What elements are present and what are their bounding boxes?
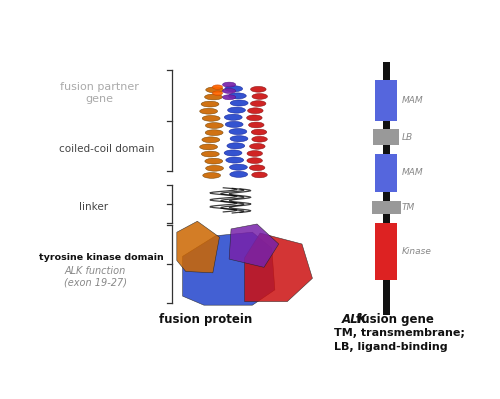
Ellipse shape xyxy=(224,150,242,156)
Bar xyxy=(382,192,390,200)
Text: fusion gene: fusion gene xyxy=(352,313,434,326)
Ellipse shape xyxy=(250,101,266,107)
Ellipse shape xyxy=(250,144,265,149)
Ellipse shape xyxy=(229,128,247,134)
Bar xyxy=(382,214,390,222)
Text: coiled-coil domain: coiled-coil domain xyxy=(60,144,155,154)
Bar xyxy=(382,61,390,315)
Ellipse shape xyxy=(225,121,243,127)
Ellipse shape xyxy=(224,114,242,120)
Bar xyxy=(382,299,390,315)
Ellipse shape xyxy=(247,150,262,156)
Text: ALK function
(exon 19-27): ALK function (exon 19-27) xyxy=(64,266,127,288)
Bar xyxy=(382,61,390,79)
Polygon shape xyxy=(177,221,220,273)
Text: TM, transmembrane;: TM, transmembrane; xyxy=(334,328,464,338)
Polygon shape xyxy=(229,224,278,267)
Text: MAM: MAM xyxy=(402,168,423,178)
Ellipse shape xyxy=(222,95,235,100)
Ellipse shape xyxy=(206,122,223,128)
Text: linker: linker xyxy=(79,202,108,212)
Ellipse shape xyxy=(212,85,222,89)
Ellipse shape xyxy=(206,87,224,93)
Ellipse shape xyxy=(246,115,262,121)
Ellipse shape xyxy=(230,100,248,106)
Bar xyxy=(372,201,400,214)
Ellipse shape xyxy=(252,172,267,178)
Ellipse shape xyxy=(222,89,235,93)
Ellipse shape xyxy=(212,91,222,95)
Ellipse shape xyxy=(228,107,246,113)
Text: fusion protein: fusion protein xyxy=(159,313,252,326)
Ellipse shape xyxy=(205,130,223,136)
Ellipse shape xyxy=(200,109,218,114)
Ellipse shape xyxy=(248,122,264,128)
Ellipse shape xyxy=(206,166,224,171)
Ellipse shape xyxy=(222,82,235,87)
Ellipse shape xyxy=(248,108,263,114)
Ellipse shape xyxy=(250,87,266,92)
Ellipse shape xyxy=(200,144,218,150)
Bar xyxy=(375,80,398,120)
Ellipse shape xyxy=(201,101,219,107)
Ellipse shape xyxy=(202,115,220,121)
Text: Kinase: Kinase xyxy=(402,247,432,256)
Ellipse shape xyxy=(203,172,220,178)
Text: MAM: MAM xyxy=(402,96,423,105)
Ellipse shape xyxy=(228,93,246,99)
Ellipse shape xyxy=(230,164,248,170)
Ellipse shape xyxy=(230,171,248,177)
Polygon shape xyxy=(244,233,312,302)
Ellipse shape xyxy=(247,158,262,164)
Text: LB, ligand-binding: LB, ligand-binding xyxy=(334,342,448,352)
Bar xyxy=(375,223,398,280)
Text: ALK: ALK xyxy=(342,313,367,326)
Text: TM: TM xyxy=(402,203,415,212)
Ellipse shape xyxy=(252,129,267,135)
Bar xyxy=(382,145,390,154)
Ellipse shape xyxy=(227,143,245,149)
Ellipse shape xyxy=(252,93,268,99)
Polygon shape xyxy=(182,232,275,305)
Ellipse shape xyxy=(205,158,222,164)
Ellipse shape xyxy=(252,136,268,142)
Text: fusion partner
gene: fusion partner gene xyxy=(60,82,139,104)
Ellipse shape xyxy=(202,137,220,143)
Text: tyrosine kinase domain: tyrosine kinase domain xyxy=(39,253,164,262)
Ellipse shape xyxy=(226,157,244,163)
Bar xyxy=(375,154,398,192)
Ellipse shape xyxy=(225,86,242,92)
Ellipse shape xyxy=(202,151,219,157)
Ellipse shape xyxy=(230,136,248,142)
Bar xyxy=(373,129,399,145)
Text: LB: LB xyxy=(402,133,412,142)
Ellipse shape xyxy=(204,94,222,100)
Bar xyxy=(382,120,390,129)
Ellipse shape xyxy=(250,165,265,171)
